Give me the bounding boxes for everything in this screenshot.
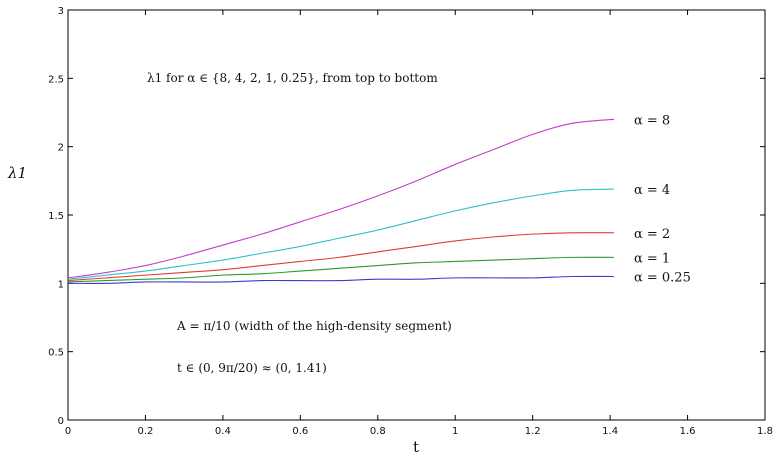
x-axis-label: t (413, 438, 419, 456)
x-tick-label: 0 (65, 426, 71, 437)
x-tick-label: 0.2 (137, 426, 153, 437)
y-tick-label: 1.5 (48, 211, 64, 222)
series-label-1: α = 4 (634, 183, 670, 198)
y-tick-label: 2 (58, 143, 64, 154)
x-tick-label: 1.4 (602, 426, 618, 437)
x-tick-label: 0.8 (370, 426, 386, 437)
series-label-4: α = 0.25 (634, 271, 691, 286)
series-labels: α = 8 α = 4 α = 2 α = 1 α = 0.25 (634, 113, 691, 285)
y-tick-label: 0.5 (48, 348, 64, 359)
x-tick-label: 1.6 (680, 426, 696, 437)
y-axis-label: λ1 (7, 164, 27, 182)
y-tick-label: 1 (58, 279, 64, 290)
annotation-width: A = π/10 (width of the high-density segm… (176, 319, 452, 333)
x-tick-label: 1 (452, 426, 458, 437)
annotation-top: λ1 for α ∈ {8, 4, 2, 1, 0.25}, from top … (147, 71, 438, 85)
axis-ticks: 0 0.2 0.4 0.6 0.8 1 1.2 1.4 1.6 1.8 0 0.5 1 1.5 2 2.5 3 (48, 6, 773, 437)
y-tick-label: 3 (58, 6, 64, 17)
series-label-2: α = 2 (634, 227, 670, 242)
y-tick-label: 0 (58, 416, 64, 427)
series-line-4 (67, 275, 614, 284)
x-tick-label: 1.2 (525, 426, 541, 437)
x-tick-label: 0.4 (215, 426, 231, 437)
series-line-3 (67, 256, 614, 283)
series-line-0 (67, 118, 615, 279)
series-layer (67, 118, 615, 284)
series-label-0: α = 8 (634, 113, 670, 128)
x-tick-label: 1.8 (757, 426, 773, 437)
annotation-range: t ∈ (0, 9π/20) ≈ (0, 1.41) (177, 361, 327, 375)
series-line-2 (67, 232, 614, 282)
x-tick-label: 0.6 (292, 426, 308, 437)
series-line-1 (67, 188, 614, 280)
y-tick-label: 2.5 (48, 74, 64, 85)
series-label-3: α = 1 (634, 251, 670, 266)
